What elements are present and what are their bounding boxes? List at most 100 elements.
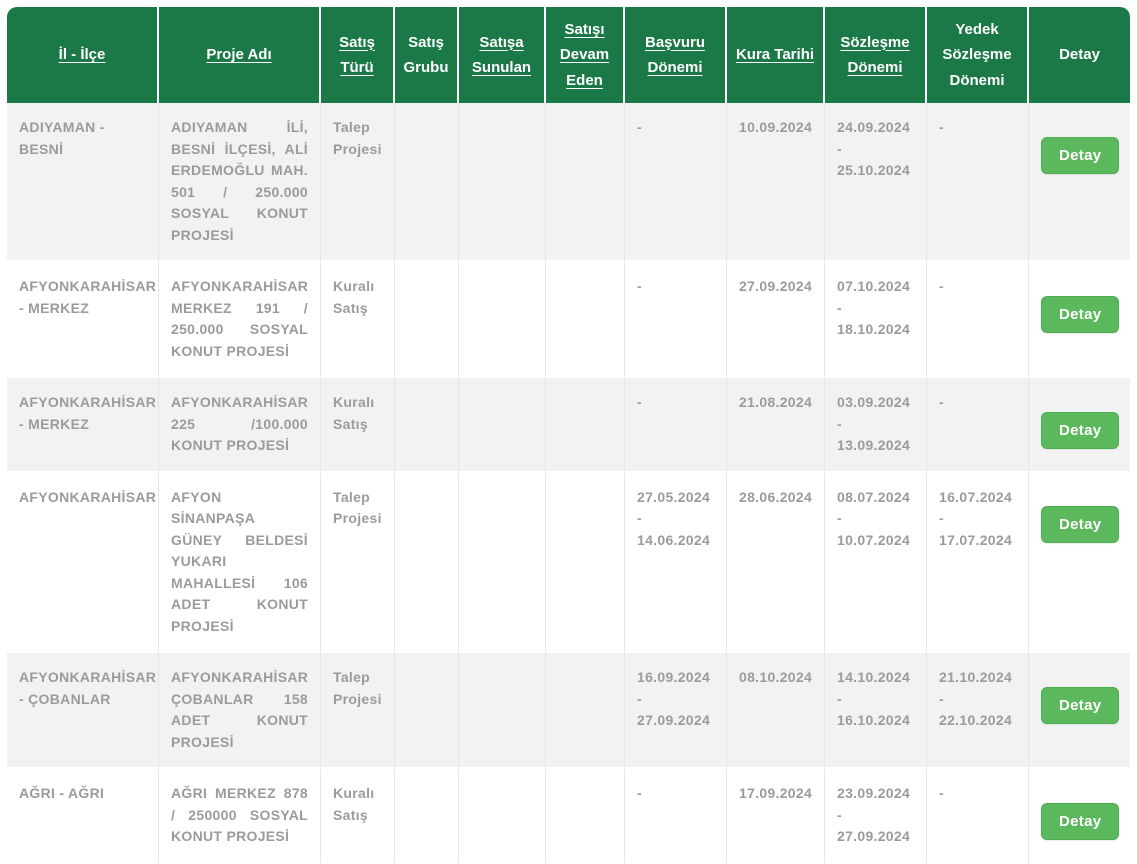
cell-basvuru-donemi: - [625, 378, 727, 473]
column-header-satisi-devam-eden[interactable]: Satışı Devam Eden [546, 7, 625, 103]
column-header-label[interactable]: Başvuru Dönemi [644, 33, 706, 77]
header-row: İl - İlçe Proje Adı Satış Türü Satış Grubu S… [7, 7, 1130, 103]
cell-satis-grubu [395, 769, 459, 864]
cell-basvuru-donemi: - [625, 262, 727, 378]
cell-sozlesme-donemi: 08.07.2024 - 10.07.2024 [825, 472, 927, 653]
column-header-label: Satış Grubu [403, 33, 449, 77]
cell-satis-turu: Kuralı Satış [321, 769, 395, 864]
cell-detay: Detay [1029, 262, 1130, 378]
column-header-label[interactable]: Kura Tarihi [735, 46, 815, 64]
column-header-satis-turu[interactable]: Satış Türü [321, 7, 395, 103]
cell-satis-grubu [395, 103, 459, 262]
cell-il-ilce: AFYONKARAHİSAR - ÇOBANLAR [7, 653, 159, 769]
cell-satisa-sunulan [459, 472, 546, 653]
cell-kura-tarihi: 21.08.2024 [727, 378, 825, 473]
cell-yedek-sozlesme-donemi: - [927, 769, 1029, 864]
cell-yedek-sozlesme-donemi: - [927, 378, 1029, 473]
column-header-kura-tarihi[interactable]: Kura Tarihi [727, 7, 825, 103]
cell-kura-tarihi: 08.10.2024 [727, 653, 825, 769]
cell-satisi-devam-eden [546, 769, 625, 864]
cell-detay: Detay [1029, 472, 1130, 653]
cell-basvuru-donemi: - [625, 103, 727, 262]
projects-table: İl - İlçe Proje Adı Satış Türü Satış Grubu S… [7, 7, 1130, 864]
cell-detay: Detay [1029, 769, 1130, 864]
cell-satis-grubu [395, 472, 459, 653]
table-row: AFYONKARAHİSAR - ÇOBANLAR AFYONKARAHİSAR… [7, 653, 1130, 769]
cell-satisa-sunulan [459, 378, 546, 473]
cell-satis-turu: Kuralı Satış [321, 378, 395, 473]
cell-satisa-sunulan [459, 653, 546, 769]
cell-kura-tarihi: 17.09.2024 [727, 769, 825, 864]
cell-detay: Detay [1029, 103, 1130, 262]
column-header-label: Detay [1059, 46, 1100, 64]
column-header-label: Yedek Sözleşme Dönemi [942, 20, 1012, 89]
cell-detay: Detay [1029, 378, 1130, 473]
cell-satis-turu: Talep Projesi [321, 103, 395, 262]
column-header-label[interactable]: Satışı Devam Eden [559, 20, 610, 89]
cell-satisa-sunulan [459, 769, 546, 864]
column-header-basvuru-donemi[interactable]: Başvuru Dönemi [625, 7, 727, 103]
column-header-label[interactable]: Proje Adı [206, 46, 272, 64]
cell-satis-turu: Kuralı Satış [321, 262, 395, 378]
cell-satisa-sunulan [459, 103, 546, 262]
cell-satisi-devam-eden [546, 103, 625, 262]
cell-satis-grubu [395, 378, 459, 473]
cell-yedek-sozlesme-donemi: - [927, 262, 1029, 378]
cell-proje-adi: AĞRI MERKEZ 878 / 250000 SOSYAL KONUT PR… [159, 769, 321, 864]
detay-button[interactable]: Detay [1041, 136, 1120, 174]
cell-il-ilce: AFYONKARAHİSAR - MERKEZ [7, 262, 159, 378]
cell-sozlesme-donemi: 07.10.2024 - 18.10.2024 [825, 262, 927, 378]
cell-proje-adi: AFYON SİNANPAŞA GÜNEY BELDESİ YUKARI MAH… [159, 472, 321, 653]
detay-button[interactable]: Detay [1041, 411, 1120, 449]
detay-button[interactable]: Detay [1041, 802, 1120, 840]
column-header-il-ilce[interactable]: İl - İlçe [7, 7, 159, 103]
column-header-label[interactable]: Satış Türü [339, 33, 375, 77]
cell-proje-adi: ADIYAMAN İLİ, BESNİ İLÇESİ, ALİ ERDEMOĞL… [159, 103, 321, 262]
cell-satis-grubu [395, 653, 459, 769]
cell-satisi-devam-eden [546, 262, 625, 378]
cell-yedek-sozlesme-donemi: 21.10.2024 - 22.10.2024 [927, 653, 1029, 769]
cell-basvuru-donemi: 16.09.2024 - 27.09.2024 [625, 653, 727, 769]
cell-sozlesme-donemi: 23.09.2024 - 27.09.2024 [825, 769, 927, 864]
column-header-label[interactable]: İl - İlçe [58, 46, 106, 64]
column-header-label[interactable]: Sözleşme Dönemi [840, 33, 910, 77]
column-header-proje-adi[interactable]: Proje Adı [159, 7, 321, 103]
table-row: AFYONKARAHİSAR - MERKEZ AFYONKARAHİSAR 2… [7, 378, 1130, 473]
detay-button[interactable]: Detay [1041, 686, 1120, 724]
table-row: ADIYAMAN - BESNİ ADIYAMAN İLİ, BESNİ İLÇ… [7, 103, 1130, 262]
column-header-detay: Detay [1029, 7, 1130, 103]
cell-satis-turu: Talep Projesi [321, 653, 395, 769]
cell-basvuru-donemi: - [625, 769, 727, 864]
column-header-satis-grubu: Satış Grubu [395, 7, 459, 103]
column-header-yedek-sozlesme-donemi: Yedek Sözleşme Dönemi [927, 7, 1029, 103]
cell-detay: Detay [1029, 653, 1130, 769]
cell-satisi-devam-eden [546, 653, 625, 769]
cell-sozlesme-donemi: 03.09.2024 - 13.09.2024 [825, 378, 927, 473]
cell-kura-tarihi: 27.09.2024 [727, 262, 825, 378]
column-header-sozlesme-donemi[interactable]: Sözleşme Dönemi [825, 7, 927, 103]
cell-il-ilce: ADIYAMAN - BESNİ [7, 103, 159, 262]
cell-il-ilce: AFYONKARAHİSAR - MERKEZ [7, 378, 159, 473]
detay-button[interactable]: Detay [1041, 506, 1120, 543]
cell-satisi-devam-eden [546, 472, 625, 653]
cell-proje-adi: AFYONKARAHİSAR MERKEZ 191 / 250.000 SOSY… [159, 262, 321, 378]
column-header-satisa-sunulan[interactable]: Satışa Sunulan [459, 7, 546, 103]
table-row: AFYONKARAHİSAR AFYON SİNANPAŞA GÜNEY BEL… [7, 472, 1130, 653]
cell-il-ilce: AĞRI - AĞRI [7, 769, 159, 864]
cell-proje-adi: AFYONKARAHİSAR 225 /100.000 KONUT PROJES… [159, 378, 321, 473]
cell-satis-turu: Talep Projesi [321, 472, 395, 653]
cell-kura-tarihi: 28.06.2024 [727, 472, 825, 653]
table-body: ADIYAMAN - BESNİ ADIYAMAN İLİ, BESNİ İLÇ… [7, 103, 1130, 864]
cell-satisa-sunulan [459, 262, 546, 378]
detay-button[interactable]: Detay [1041, 295, 1120, 333]
cell-satisi-devam-eden [546, 378, 625, 473]
cell-kura-tarihi: 10.09.2024 [727, 103, 825, 262]
cell-yedek-sozlesme-donemi: - [927, 103, 1029, 262]
cell-sozlesme-donemi: 24.09.2024 - 25.10.2024 [825, 103, 927, 262]
column-header-label[interactable]: Satışa Sunulan [471, 33, 532, 77]
cell-basvuru-donemi: 27.05.2024 - 14.06.2024 [625, 472, 727, 653]
cell-yedek-sozlesme-donemi: 16.07.2024 - 17.07.2024 [927, 472, 1029, 653]
cell-satis-grubu [395, 262, 459, 378]
cell-proje-adi: AFYONKARAHİSAR ÇOBANLAR 158 ADET KONUT P… [159, 653, 321, 769]
